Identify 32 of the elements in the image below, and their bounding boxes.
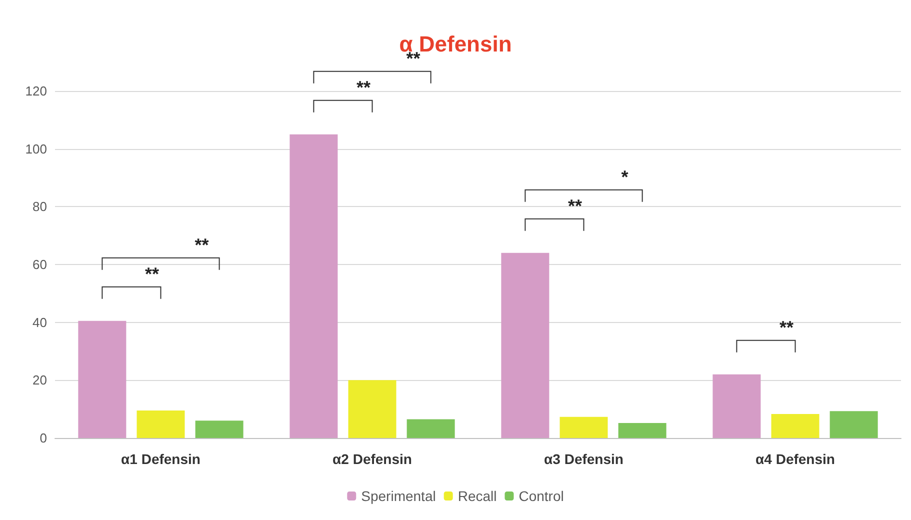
- bar: [560, 416, 608, 438]
- bar: [712, 374, 761, 438]
- annotation: **: [144, 264, 159, 284]
- annotation: **: [568, 196, 582, 216]
- x-tick-label: α1 Defensin: [121, 451, 200, 467]
- legend-label: Sperimental: [361, 488, 436, 504]
- annotation: **: [779, 317, 794, 338]
- bar: [348, 380, 396, 438]
- y-tick-label: 80: [32, 199, 47, 214]
- bar: [290, 134, 338, 438]
- bar: [830, 411, 878, 438]
- bar: [78, 320, 126, 438]
- y-tick-label: 40: [32, 314, 47, 330]
- bar: [136, 410, 185, 438]
- x-tick-label: α4 Defensin: [756, 451, 835, 467]
- bar: [195, 420, 244, 438]
- y-tick-label: 120: [25, 84, 47, 98]
- bar: [501, 252, 550, 438]
- annotation: *: [621, 166, 628, 187]
- y-tick-label: 60: [32, 257, 47, 272]
- legend-label: Control: [518, 488, 564, 504]
- bar: [771, 414, 820, 438]
- annotation: **: [194, 234, 209, 255]
- annotation: **: [356, 77, 370, 98]
- x-tick-label: α3 Defensin: [544, 451, 624, 467]
- x-tick-label: α2 Defensin: [332, 451, 412, 467]
- y-tick-label: 0: [40, 430, 47, 446]
- y-tick-label: 20: [32, 372, 47, 388]
- bar: [406, 419, 455, 438]
- bar: [618, 422, 666, 438]
- y-tick-label: 100: [25, 141, 47, 156]
- legend-label: Recall: [458, 488, 497, 504]
